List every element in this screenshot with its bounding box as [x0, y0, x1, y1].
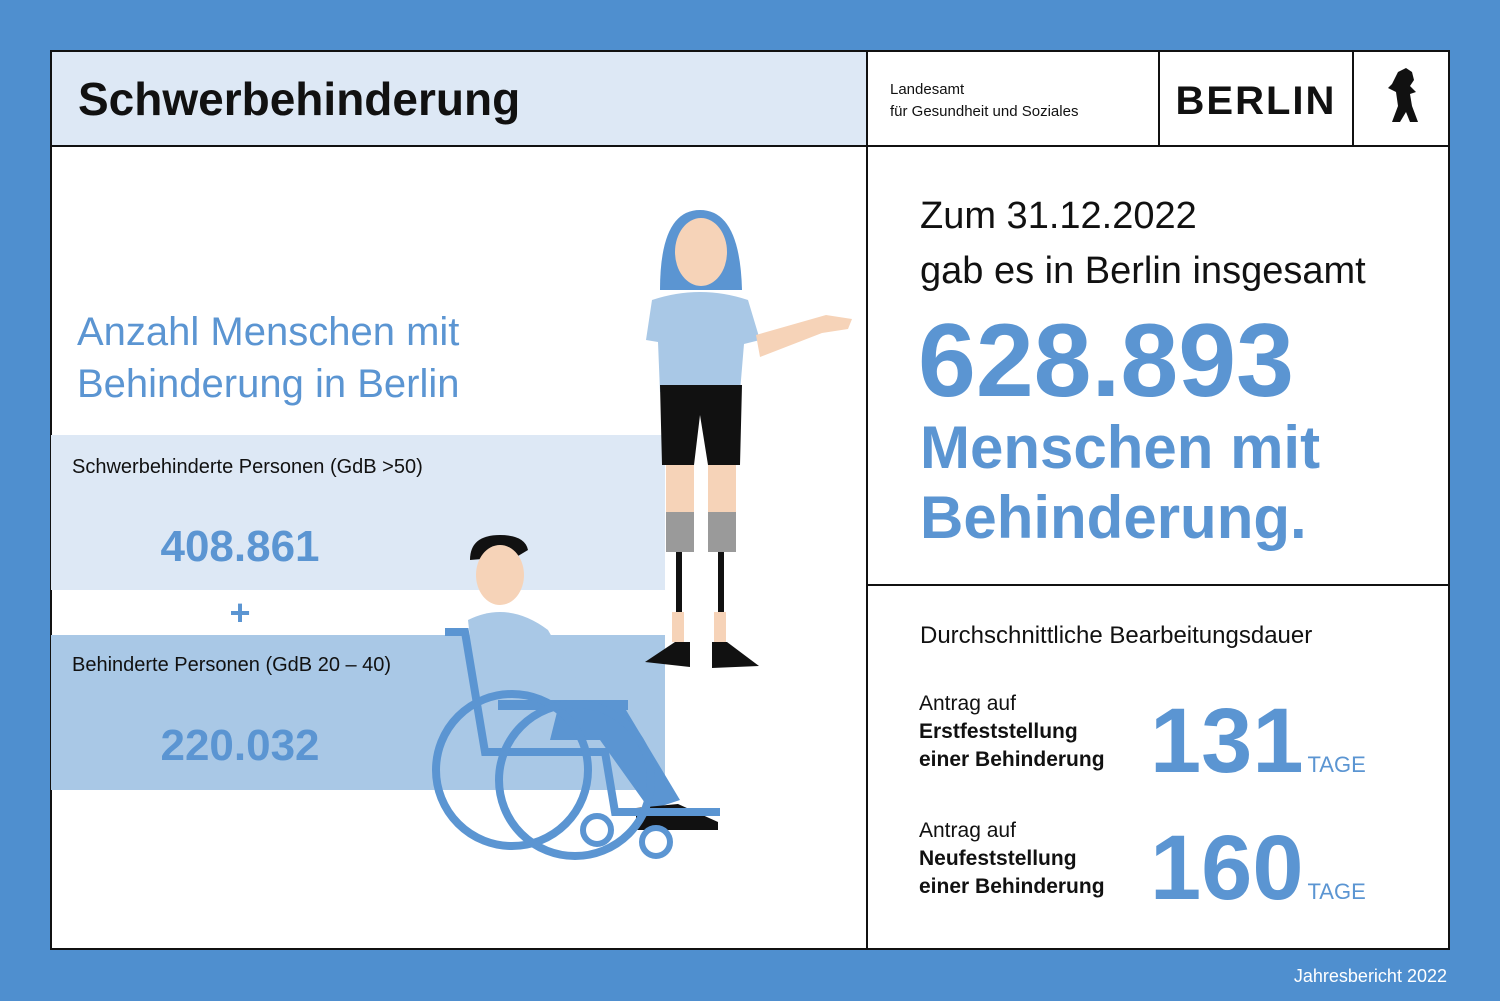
item-text: Antrag auf	[919, 692, 1016, 715]
heading: Anzahl Menschen mit	[77, 310, 459, 354]
item-text: Neufeststellung	[919, 847, 1077, 870]
item-value: 160	[1150, 817, 1304, 919]
item-unit: TAGE	[1308, 752, 1366, 777]
item-value: 131	[1150, 690, 1304, 792]
total-value: 628.893	[918, 303, 1294, 419]
title: Schwerbehinderung	[78, 73, 520, 125]
group-value: 408.861	[160, 522, 319, 571]
illustration-woman	[645, 210, 852, 668]
item-text: Erstfeststellung	[919, 720, 1078, 743]
group-value: 220.032	[160, 721, 319, 770]
item-text: einer Behinderung	[919, 875, 1105, 898]
band	[51, 435, 665, 590]
total-intro: gab es in Berlin insgesamt	[920, 250, 1366, 292]
operator: +	[229, 592, 250, 633]
bear-logo	[1388, 68, 1418, 122]
duration-items: Antrag auf Erstfeststellung einer Behinder…	[919, 690, 1366, 919]
agency: Landesamt	[890, 81, 965, 98]
illustration-man	[432, 535, 720, 860]
agency: für Gesundheit und Soziales	[890, 103, 1078, 120]
group-label: Schwerbehinderte Personen (GdB >50)	[72, 456, 423, 478]
duration-title: Durchschnittliche Bearbeitungsdauer	[920, 622, 1312, 649]
footer: Jahresbericht 2022	[1294, 966, 1447, 986]
item-unit: TAGE	[1308, 879, 1366, 904]
heading: Behinderung in Berlin	[77, 362, 459, 406]
brand: BERLIN	[1176, 79, 1337, 123]
total-text: Behinderung.	[920, 484, 1307, 551]
item-text: einer Behinderung	[919, 748, 1105, 771]
total-text: Menschen mit	[920, 414, 1320, 481]
group-label: Behinderte Personen (GdB 20 – 40)	[72, 654, 391, 676]
title-cell	[52, 52, 867, 146]
item-text: Antrag auf	[919, 819, 1016, 842]
total-intro: Zum 31.12.2022	[920, 195, 1197, 237]
